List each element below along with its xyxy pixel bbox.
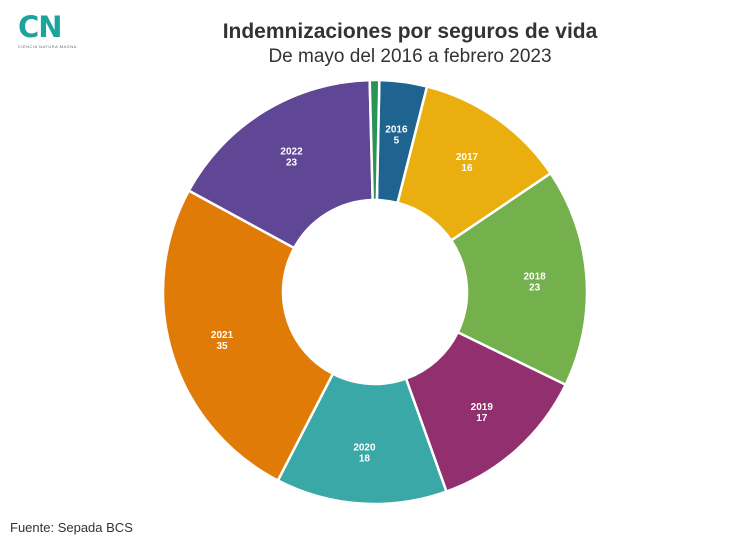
slice-label-2021: 2021 35 [211, 330, 234, 352]
slice-2020 [276, 372, 449, 506]
logo-mark: CN [18, 10, 63, 44]
slice-label-year: 2021 [211, 330, 234, 341]
slice-label-value: 23 [529, 283, 541, 294]
slice-label-year: 2019 [471, 402, 494, 413]
slice-label-value: 16 [461, 163, 473, 174]
logo-tagline: CIENCIA NATURA MAGNA [18, 44, 77, 49]
slice-label-2022: 2022 23 [280, 146, 303, 168]
chart-title: Indemnizaciones por seguros de vida [222, 20, 598, 43]
slice-label-year: 2020 [353, 443, 376, 454]
slice-2018 [449, 171, 589, 387]
slice-label-year: 2018 [523, 272, 546, 283]
slice-2023 [368, 78, 381, 202]
slice-label-year: 2016 [385, 124, 408, 135]
slice-2022 [187, 78, 374, 250]
slice-label-2018: 2018 23 [523, 272, 546, 294]
slice-label-2019: 2019 17 [471, 402, 494, 424]
slice-2019 [404, 330, 568, 494]
slice-label-value: 5 [394, 135, 400, 146]
slice-2021 [161, 188, 335, 483]
slice-label-value: 18 [359, 454, 371, 465]
slice-label-year: 2022 [280, 146, 303, 157]
slice-label-year: 2017 [456, 152, 479, 163]
slice-label-value: 17 [476, 413, 488, 424]
slice-label-2017: 2017 16 [456, 152, 479, 174]
slice-label-value: 35 [216, 341, 228, 352]
slice-label-value: 23 [286, 157, 298, 168]
slice-label-2016: 2016 5 [385, 124, 408, 146]
chart-subtitle: De mayo del 2016 a febrero 2023 [268, 46, 552, 67]
logo: CN CIENCIA NATURA MAGNA [18, 12, 78, 52]
slice-label-2020: 2020 18 [353, 443, 376, 465]
source-note: Fuente: Sepada BCS [10, 520, 133, 535]
